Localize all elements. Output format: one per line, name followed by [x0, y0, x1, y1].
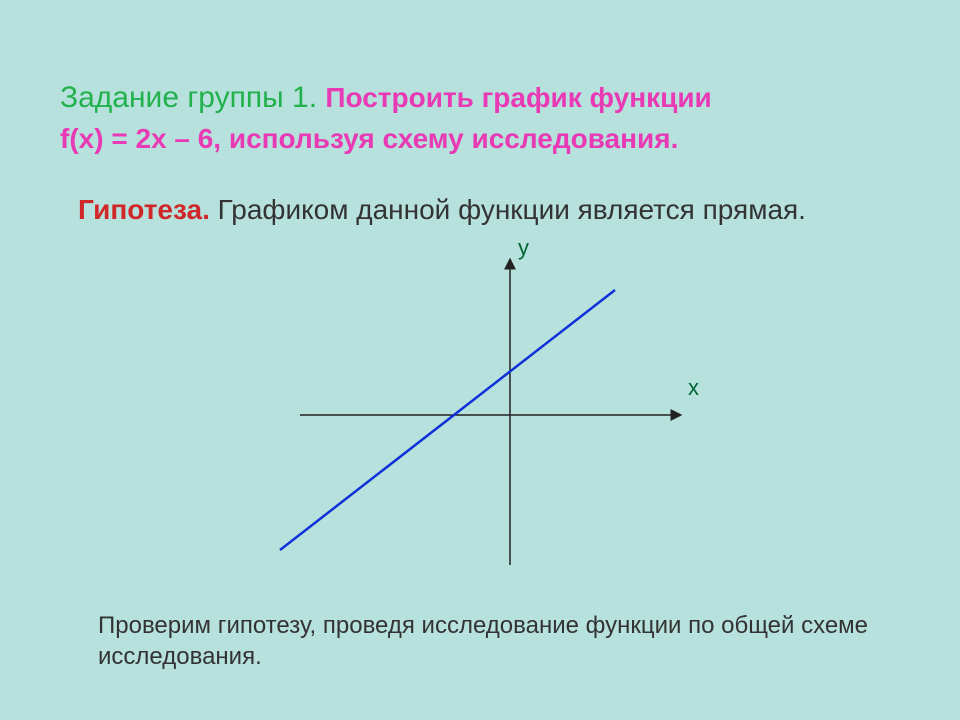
- title-leadin: Задание группы 1.: [60, 81, 325, 114]
- title-bold-1: Построить график функции: [325, 82, 711, 113]
- y-axis-label: у: [518, 235, 529, 261]
- hypothesis-text: Графиком данной функции является прямая.: [210, 194, 806, 225]
- x-axis-label: х: [688, 375, 699, 401]
- function-line: [280, 290, 615, 550]
- title-line-2: f(x) = 2х – 6, используя схему исследова…: [60, 120, 900, 158]
- bottom-text: Проверим гипотезу, проведя исследование …: [98, 610, 898, 672]
- chart-svg: [250, 245, 710, 575]
- slide: Задание группы 1. Построить график функц…: [0, 0, 960, 720]
- title-bold-2: f(x) = 2х – 6, используя схему исследова…: [60, 123, 678, 154]
- title-line-1: Задание группы 1. Построить график функц…: [60, 78, 900, 119]
- hypothesis-label: Гипотеза.: [78, 194, 210, 225]
- hypothesis-line: Гипотеза. Графиком данной функции являет…: [78, 192, 898, 228]
- chart: х у: [250, 245, 710, 575]
